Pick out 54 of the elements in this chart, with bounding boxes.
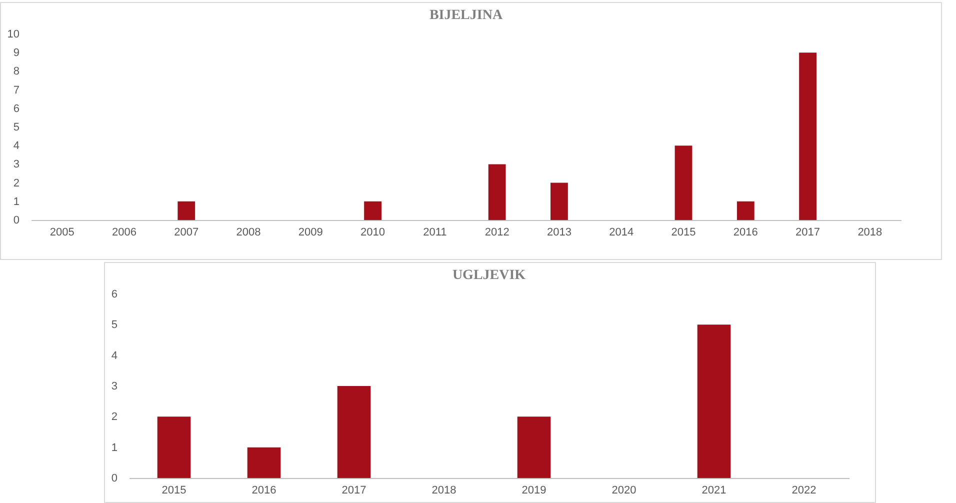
bar: [550, 182, 568, 220]
x-tick-label: 2015: [671, 226, 696, 238]
chart-title: UGLJEVIK: [452, 268, 526, 283]
y-tick-label: 5: [111, 319, 118, 332]
y-tick-label: 2: [111, 411, 118, 424]
y-tick-label: 6: [13, 102, 20, 115]
x-tick-label: 2017: [342, 484, 366, 496]
x-tick-label: 2016: [733, 226, 758, 238]
y-tick-label: 2: [13, 177, 20, 190]
bar: [697, 324, 731, 478]
y-tick-label: 3: [13, 158, 20, 171]
bar: [736, 201, 754, 220]
y-tick-label: 5: [13, 122, 20, 134]
bar: [364, 201, 382, 220]
x-tick-label: 2015: [162, 484, 186, 496]
bar: [247, 447, 281, 478]
y-tick-label: 1: [111, 442, 118, 454]
y-tick-label: 0: [13, 214, 20, 226]
y-tick-label: 1: [13, 196, 20, 208]
x-tick-label: 2022: [792, 484, 816, 496]
x-tick-label: 2006: [112, 226, 136, 238]
bar: [517, 416, 551, 478]
x-tick-label: 2009: [298, 226, 323, 238]
y-tick-label: 0: [111, 472, 118, 484]
bar: [674, 146, 692, 220]
bar: [337, 386, 371, 478]
y-tick-label: 10: [7, 28, 20, 40]
x-tick-label: 2014: [609, 226, 634, 238]
x-tick-label: 2018: [858, 226, 882, 238]
x-tick-label: 2017: [796, 226, 820, 238]
x-tick-label: 2019: [522, 484, 546, 496]
x-tick-label: 2005: [50, 226, 74, 238]
x-tick-label: 2008: [236, 226, 261, 238]
bar: [178, 201, 196, 220]
x-tick-label: 2013: [546, 226, 572, 238]
y-tick-label: 6: [111, 288, 118, 300]
x-tick-label: 2011: [423, 226, 447, 238]
y-tick-label: 4: [111, 350, 118, 362]
x-tick-label: 2020: [612, 484, 636, 496]
y-tick-label: 9: [13, 47, 20, 60]
x-tick-label: 2018: [432, 484, 456, 496]
y-tick-label: 4: [13, 140, 20, 152]
bar: [157, 416, 191, 478]
x-tick-label: 2016: [252, 484, 276, 496]
chart-title: BIJELJINA: [429, 8, 504, 23]
x-tick-label: 2012: [484, 226, 510, 238]
x-tick-label: 2021: [702, 484, 726, 496]
y-tick-label: 7: [13, 84, 20, 96]
bar: [799, 52, 816, 220]
y-tick-label: 8: [13, 66, 20, 78]
y-tick-label: 3: [111, 380, 118, 392]
bar: [488, 164, 506, 220]
x-tick-label: 2010: [360, 226, 386, 238]
x-tick-label: 2007: [174, 226, 199, 238]
